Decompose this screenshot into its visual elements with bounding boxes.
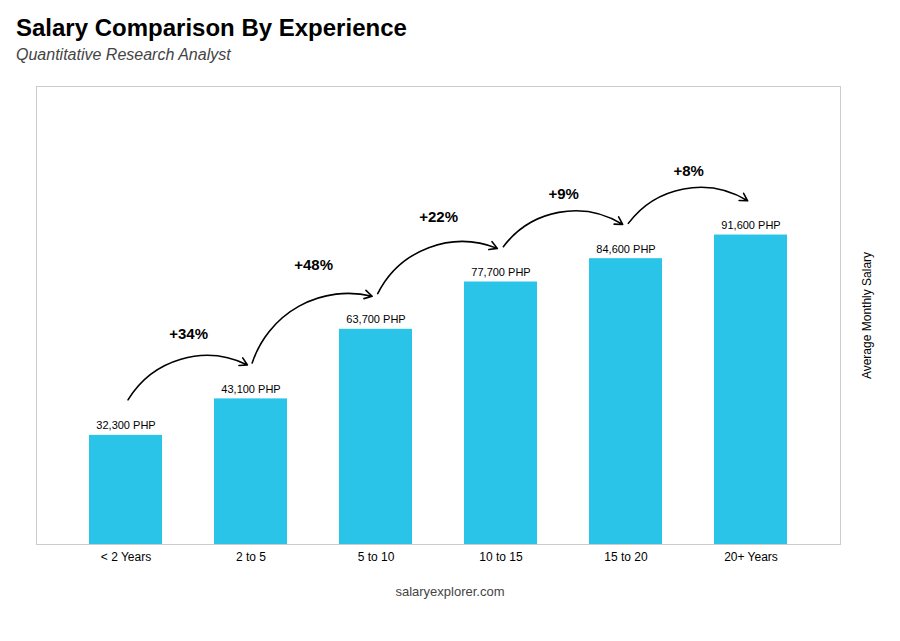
- svg-text:91,600 PHP: 91,600 PHP: [721, 219, 780, 231]
- html-text:Salary Comparison By Experienc: Salary Comparison By Experience: [16, 14, 407, 41]
- svg-text:< 2 Years: < 2 Years: [101, 550, 151, 564]
- svg-text:15 to 20: 15 to 20: [604, 550, 648, 564]
- svg-text:10 to 15: 10 to 15: [479, 550, 523, 564]
- svg-text:+8%: +8%: [673, 162, 703, 179]
- svg-text:+9%: +9%: [548, 185, 578, 202]
- svg-text:20+ Years: 20+ Years: [724, 550, 778, 564]
- svg-text:Average Monthly Salary: Average Monthly Salary: [860, 252, 874, 379]
- svg-text:77,700 PHP: 77,700 PHP: [471, 266, 530, 278]
- svg-text:5 to 10: 5 to 10: [358, 550, 395, 564]
- svg-text:84,600 PHP: 84,600 PHP: [596, 243, 655, 255]
- svg-text:+34%: +34%: [169, 325, 208, 342]
- svg-text:32,300 PHP: 32,300 PHP: [96, 419, 155, 431]
- svg-text:43,100 PHP: 43,100 PHP: [221, 383, 280, 395]
- svg-text:+48%: +48%: [294, 256, 333, 273]
- svg-text:63,700 PHP: 63,700 PHP: [346, 313, 405, 325]
- html-text:salaryexplorer.com: salaryexplorer.com: [395, 584, 505, 599]
- svg-text:+22%: +22%: [419, 208, 458, 225]
- html-text:Quantitative Research Analyst: Quantitative Research Analyst: [16, 46, 231, 63]
- svg-text:2 to 5: 2 to 5: [236, 550, 266, 564]
